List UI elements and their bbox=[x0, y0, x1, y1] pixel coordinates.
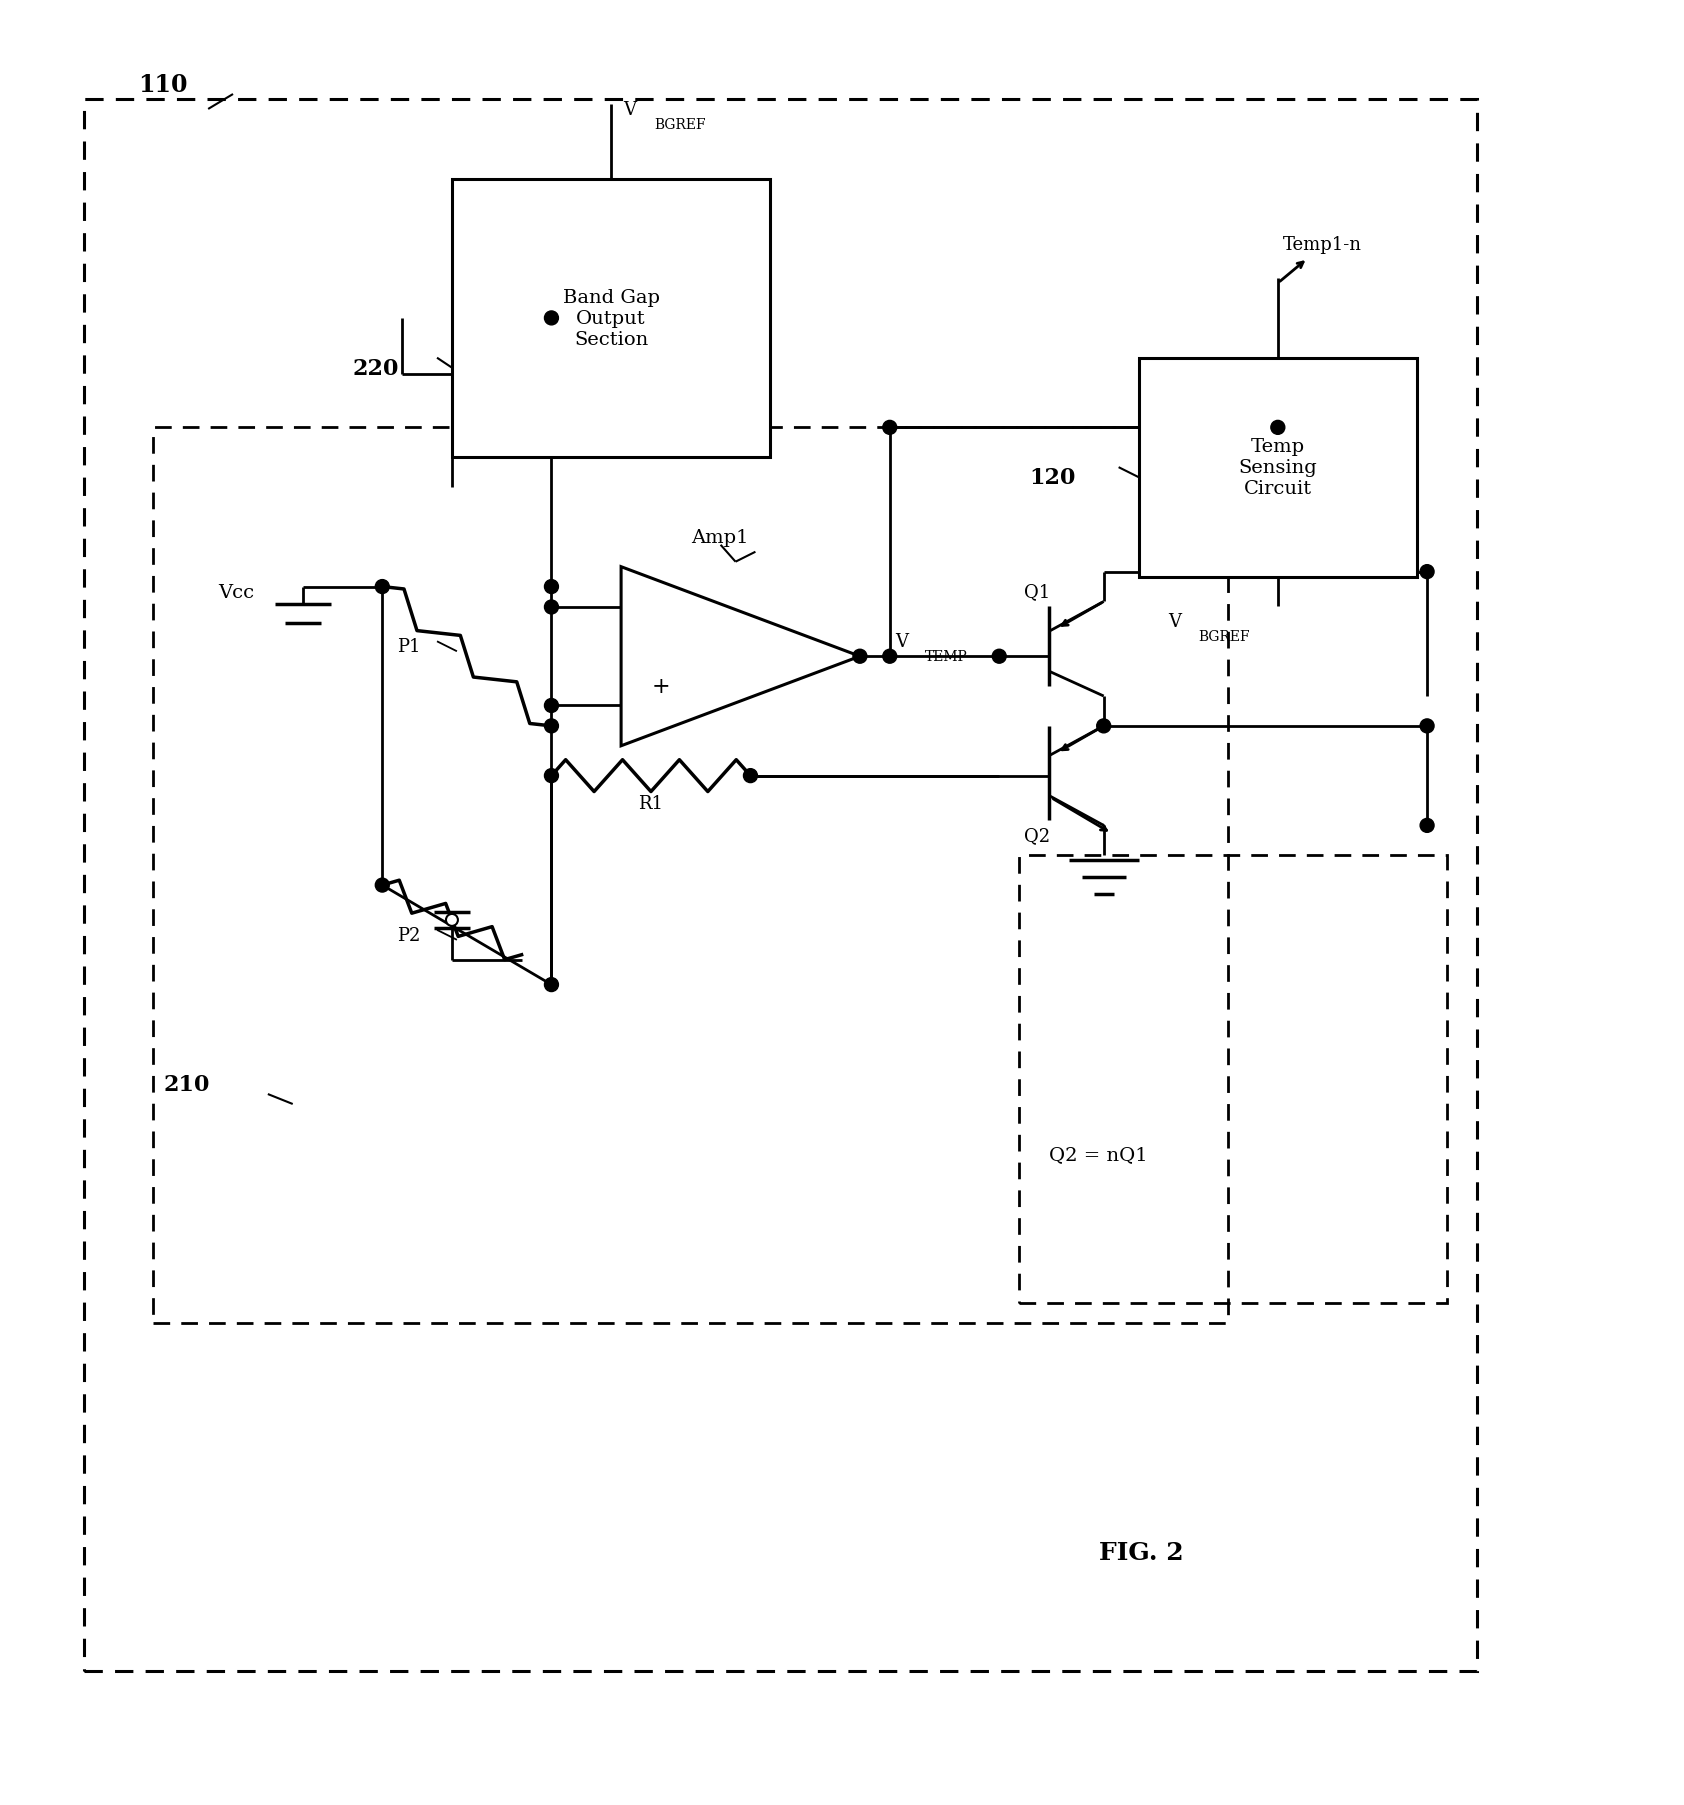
Circle shape bbox=[1420, 819, 1435, 832]
Circle shape bbox=[992, 650, 1005, 664]
Circle shape bbox=[852, 650, 867, 664]
Text: TEMP: TEMP bbox=[925, 650, 967, 664]
Text: Q2 = nQ1: Q2 = nQ1 bbox=[1049, 1144, 1147, 1162]
Text: +: + bbox=[652, 675, 670, 699]
Text: Vcc: Vcc bbox=[219, 583, 254, 601]
Text: 110: 110 bbox=[138, 72, 189, 97]
Text: 220: 220 bbox=[352, 357, 399, 379]
Text: Temp
Sensing
Circuit: Temp Sensing Circuit bbox=[1238, 439, 1317, 498]
Circle shape bbox=[1271, 421, 1285, 435]
Text: Q2: Q2 bbox=[1024, 827, 1051, 845]
Polygon shape bbox=[451, 179, 770, 458]
Text: Band Gap
Output
Section: Band Gap Output Section bbox=[562, 289, 660, 348]
Text: V: V bbox=[894, 634, 908, 652]
Text: BGREF: BGREF bbox=[653, 117, 706, 132]
Circle shape bbox=[882, 421, 896, 435]
Text: FIG. 2: FIG. 2 bbox=[1098, 1540, 1184, 1563]
Circle shape bbox=[744, 769, 758, 783]
Circle shape bbox=[544, 720, 559, 733]
Text: Amp1: Amp1 bbox=[690, 529, 748, 547]
Text: P1: P1 bbox=[397, 637, 421, 655]
Circle shape bbox=[1420, 720, 1435, 733]
Circle shape bbox=[544, 312, 559, 325]
Text: 120: 120 bbox=[1029, 467, 1076, 489]
Polygon shape bbox=[621, 567, 861, 745]
Text: Temp1-n: Temp1-n bbox=[1283, 236, 1362, 255]
Text: V: V bbox=[1169, 614, 1182, 632]
Circle shape bbox=[882, 650, 896, 664]
Circle shape bbox=[1096, 720, 1111, 733]
Text: P2: P2 bbox=[397, 926, 421, 944]
Text: BGREF: BGREF bbox=[1199, 630, 1250, 644]
Text: 210: 210 bbox=[163, 1074, 210, 1096]
Text: Q1: Q1 bbox=[1024, 583, 1051, 601]
Text: R1: R1 bbox=[638, 794, 663, 812]
Circle shape bbox=[544, 699, 559, 713]
Circle shape bbox=[544, 601, 559, 614]
Circle shape bbox=[376, 579, 389, 594]
Polygon shape bbox=[1138, 359, 1418, 578]
Circle shape bbox=[376, 879, 389, 892]
Circle shape bbox=[1420, 565, 1435, 579]
Circle shape bbox=[446, 915, 458, 926]
Text: V: V bbox=[623, 101, 637, 119]
Circle shape bbox=[544, 769, 559, 783]
Circle shape bbox=[544, 978, 559, 993]
Circle shape bbox=[544, 579, 559, 594]
